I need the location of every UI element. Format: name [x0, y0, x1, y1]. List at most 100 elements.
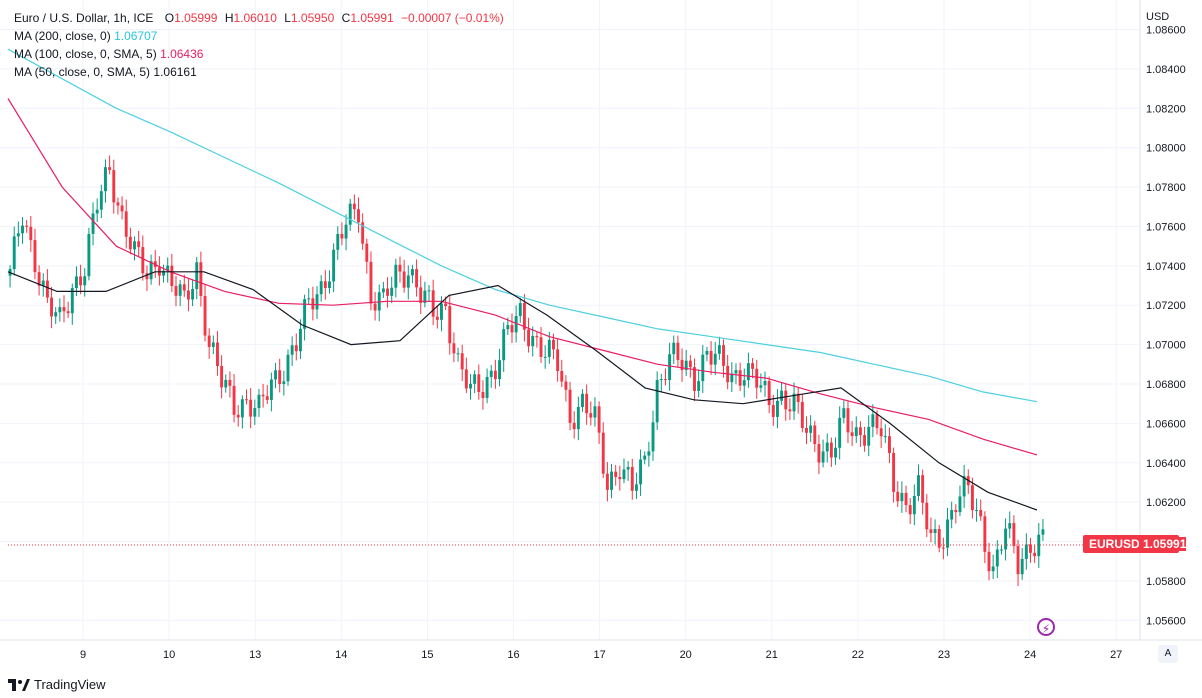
- candle: [460, 344, 464, 381]
- candle: [236, 404, 240, 427]
- tradingview-icon: [8, 678, 30, 691]
- candle: [850, 421, 854, 446]
- candle: [228, 371, 232, 398]
- candle: [29, 215, 33, 252]
- candle: [431, 279, 435, 326]
- candle: [734, 363, 738, 385]
- candle: [398, 256, 402, 283]
- legend-ma200-row[interactable]: MA (200, close, 0) 1.06707: [14, 27, 504, 45]
- candle: [933, 519, 937, 545]
- candle: [970, 477, 974, 519]
- candle: [265, 384, 269, 404]
- candle: [738, 362, 742, 391]
- candle: [838, 406, 842, 460]
- candle: [357, 197, 360, 233]
- candle: [780, 382, 784, 405]
- candle: [70, 283, 74, 325]
- candle: [452, 332, 456, 363]
- candle: [21, 217, 24, 244]
- close-value: 1.05991: [350, 11, 394, 25]
- ma50-line: [7, 271, 1038, 511]
- price-tick-label: 1.08000: [1146, 143, 1186, 155]
- candle: [498, 348, 501, 387]
- legend-ma100-row[interactable]: MA (100, close, 0, SMA, 5) 1.06436: [14, 45, 504, 63]
- candle: [352, 194, 356, 220]
- candle: [423, 281, 427, 308]
- tradingview-logo[interactable]: TradingView: [8, 677, 106, 692]
- price-tick-label: 1.07400: [1146, 261, 1186, 273]
- candle: [908, 498, 912, 524]
- candle: [240, 395, 244, 429]
- auto-scale-button[interactable]: A: [1158, 645, 1178, 663]
- candle: [701, 344, 705, 393]
- candle: [381, 281, 385, 298]
- candle: [1004, 518, 1008, 561]
- price-axis: 1.056001.058001.060001.062001.064001.066…: [1146, 11, 1186, 627]
- candle: [713, 342, 717, 376]
- price-tick-label: 1.07600: [1146, 221, 1186, 233]
- candle: [50, 286, 54, 329]
- candle: [858, 421, 862, 447]
- candle: [99, 184, 103, 219]
- candle: [792, 382, 796, 420]
- candle: [294, 333, 298, 361]
- candle: [145, 265, 149, 291]
- candle: [618, 465, 622, 491]
- candle: [469, 374, 472, 400]
- candle: [589, 401, 593, 426]
- candle: [108, 155, 112, 175]
- candle: [502, 322, 506, 372]
- legend-ma50-row[interactable]: MA (50, close, 0, SMA, 5) 1.06161: [14, 63, 504, 81]
- change-value: −0.00007 (−0.01%): [401, 11, 504, 25]
- candle: [626, 460, 630, 481]
- ma200-line: [7, 48, 1038, 403]
- candle: [946, 507, 949, 556]
- symbol-title[interactable]: Euro / U.S. Dollar, 1h, ICE: [14, 11, 154, 25]
- candle: [8, 265, 12, 288]
- candle: [448, 294, 452, 355]
- candle: [415, 259, 419, 297]
- time-tick-label: 21: [766, 649, 778, 661]
- candle: [377, 284, 381, 322]
- candle: [975, 498, 979, 522]
- candle: [303, 294, 307, 341]
- candle: [755, 359, 759, 399]
- candle: [576, 396, 580, 441]
- tradingview-wordmark: TradingView: [34, 677, 106, 692]
- candle: [987, 542, 991, 581]
- candle: [937, 524, 941, 553]
- candle: [796, 387, 800, 414]
- candle: [991, 554, 995, 580]
- candle: [58, 298, 62, 322]
- candle: [1029, 538, 1032, 563]
- open-label: O: [164, 11, 175, 25]
- candle: [664, 368, 667, 386]
- candle: [274, 362, 277, 389]
- candle: [954, 504, 958, 524]
- candle: [585, 384, 589, 425]
- candle: [1037, 523, 1041, 568]
- time-tick-label: 24: [1024, 649, 1036, 661]
- time-tick-label: 20: [680, 649, 692, 661]
- time-tick-label: 16: [507, 649, 519, 661]
- candle: [962, 464, 966, 508]
- candle: [842, 400, 846, 424]
- candle: [186, 278, 190, 312]
- candle: [676, 335, 680, 367]
- candle: [941, 537, 945, 560]
- candle: [813, 420, 817, 453]
- candle: [622, 458, 626, 484]
- candle: [456, 347, 460, 362]
- candle: [245, 389, 248, 405]
- low-label: L: [284, 11, 291, 25]
- lightning-icon[interactable]: ⚡: [1037, 618, 1055, 636]
- candle: [485, 368, 489, 404]
- candle: [249, 388, 253, 429]
- candle: [149, 254, 153, 285]
- candle: [340, 222, 344, 246]
- candle: [410, 264, 414, 284]
- candle: [104, 159, 107, 203]
- candle: [900, 481, 904, 513]
- time-axis: 9 10 13 14 15 16 17 20 21 22 23 24 27: [80, 649, 1122, 661]
